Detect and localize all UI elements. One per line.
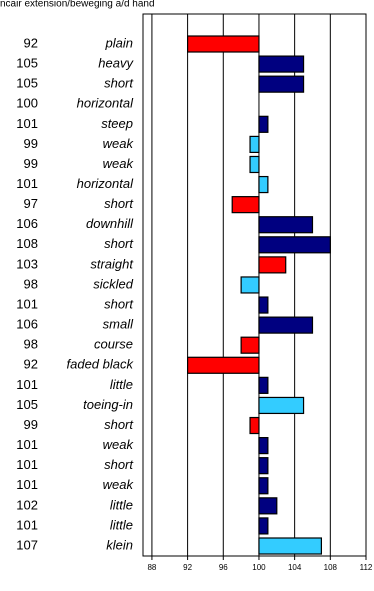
value-label: 101 (16, 176, 38, 191)
value-label: 105 (16, 56, 38, 71)
bar (258, 537, 322, 555)
category-label: horizontal (77, 96, 134, 111)
category-label: short (104, 457, 134, 472)
bar (258, 296, 269, 314)
bar (258, 55, 305, 73)
category-label: small (103, 317, 134, 332)
category-label: short (104, 196, 134, 211)
category-label: straight (90, 256, 134, 271)
bar (258, 437, 269, 455)
bar (258, 477, 269, 495)
category-label: weak (103, 156, 135, 171)
value-label: 101 (16, 116, 38, 131)
category-label: weak (103, 136, 135, 151)
category-label: weak (103, 477, 135, 492)
value-label: 100 (16, 96, 38, 111)
bar (249, 416, 260, 435)
category-label: heavy (98, 56, 134, 71)
bar (258, 256, 287, 274)
x-tick-label: 100 (252, 563, 266, 572)
value-label: 92 (24, 35, 38, 50)
value-label: 107 (16, 537, 38, 552)
value-label: 106 (16, 216, 38, 231)
value-label: 105 (16, 397, 38, 412)
category-label: sickled (93, 276, 134, 291)
bar (258, 216, 314, 234)
bar (258, 396, 305, 415)
bar (258, 517, 269, 535)
bar (187, 35, 260, 53)
value-label: 101 (16, 517, 38, 532)
value-label: 99 (24, 417, 38, 432)
category-label: short (104, 417, 134, 432)
bar (249, 155, 260, 174)
category-label: little (110, 497, 133, 512)
x-tick-label: 104 (288, 563, 302, 572)
value-label: 106 (16, 317, 38, 332)
category-label: downhill (86, 216, 134, 231)
value-label: 105 (16, 76, 38, 91)
bar (258, 316, 314, 334)
x-tick-label: 108 (324, 563, 338, 572)
value-label: 103 (16, 256, 38, 271)
category-label: horizontal (77, 176, 134, 191)
bar (258, 75, 305, 93)
category-label: little (110, 517, 133, 532)
bar (240, 336, 260, 354)
value-label: 98 (24, 276, 38, 291)
category-label: course (94, 337, 133, 352)
value-label: 102 (16, 497, 38, 512)
category-label: little (110, 377, 133, 392)
x-tick-label: 96 (219, 563, 228, 572)
category-label: klein (106, 537, 133, 552)
x-tick-label: 92 (183, 563, 192, 572)
category-label: toeing-in (83, 397, 133, 412)
bar (187, 356, 260, 374)
value-label: 99 (24, 136, 38, 151)
bar (231, 196, 260, 214)
bar (258, 376, 269, 394)
value-label: 98 (24, 337, 38, 352)
category-label: weak (103, 437, 135, 452)
x-tick-label: 88 (147, 563, 156, 572)
value-label: 101 (16, 477, 38, 492)
category-label: short (104, 236, 134, 251)
value-label: 101 (16, 437, 38, 452)
bar (258, 115, 269, 133)
value-label: 101 (16, 377, 38, 392)
value-label: 101 (16, 296, 38, 311)
bar (258, 175, 269, 194)
category-label: plain (105, 35, 133, 50)
category-label: short (104, 296, 134, 311)
value-label: 99 (24, 156, 38, 171)
x-tick-label: 112 (360, 563, 373, 572)
chart-title: ncair extension/beweging a/d hand (0, 0, 155, 10)
plot-frame (142, 13, 367, 557)
value-label: 97 (24, 196, 38, 211)
category-label: faded black (67, 357, 135, 372)
category-label: short (104, 76, 134, 91)
value-label: 108 (16, 236, 38, 251)
value-label: 92 (24, 357, 38, 372)
bar (249, 135, 260, 153)
bar (258, 457, 269, 475)
bar (258, 236, 331, 254)
value-label: 101 (16, 457, 38, 472)
bar (258, 497, 278, 515)
bar (240, 276, 260, 294)
category-label: steep (101, 116, 133, 131)
